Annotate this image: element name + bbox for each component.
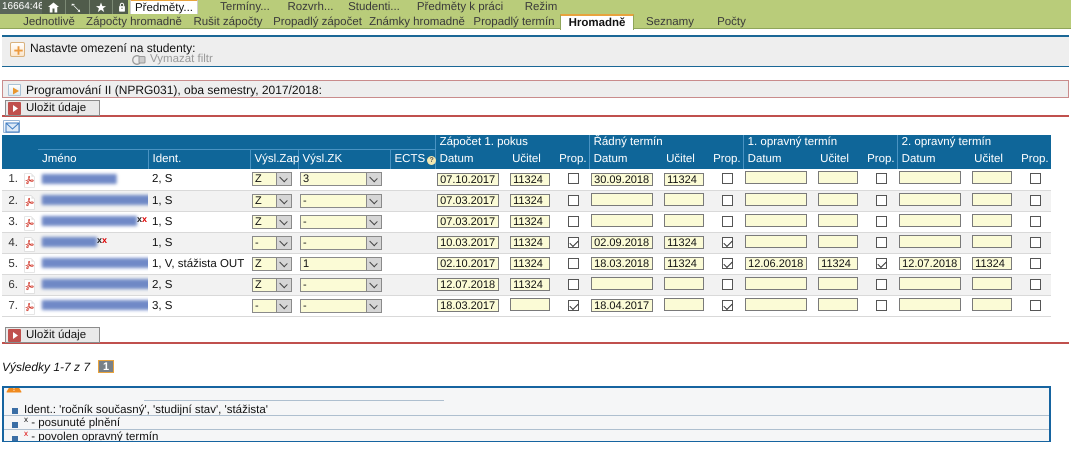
svg-text:!: ! bbox=[13, 386, 16, 393]
